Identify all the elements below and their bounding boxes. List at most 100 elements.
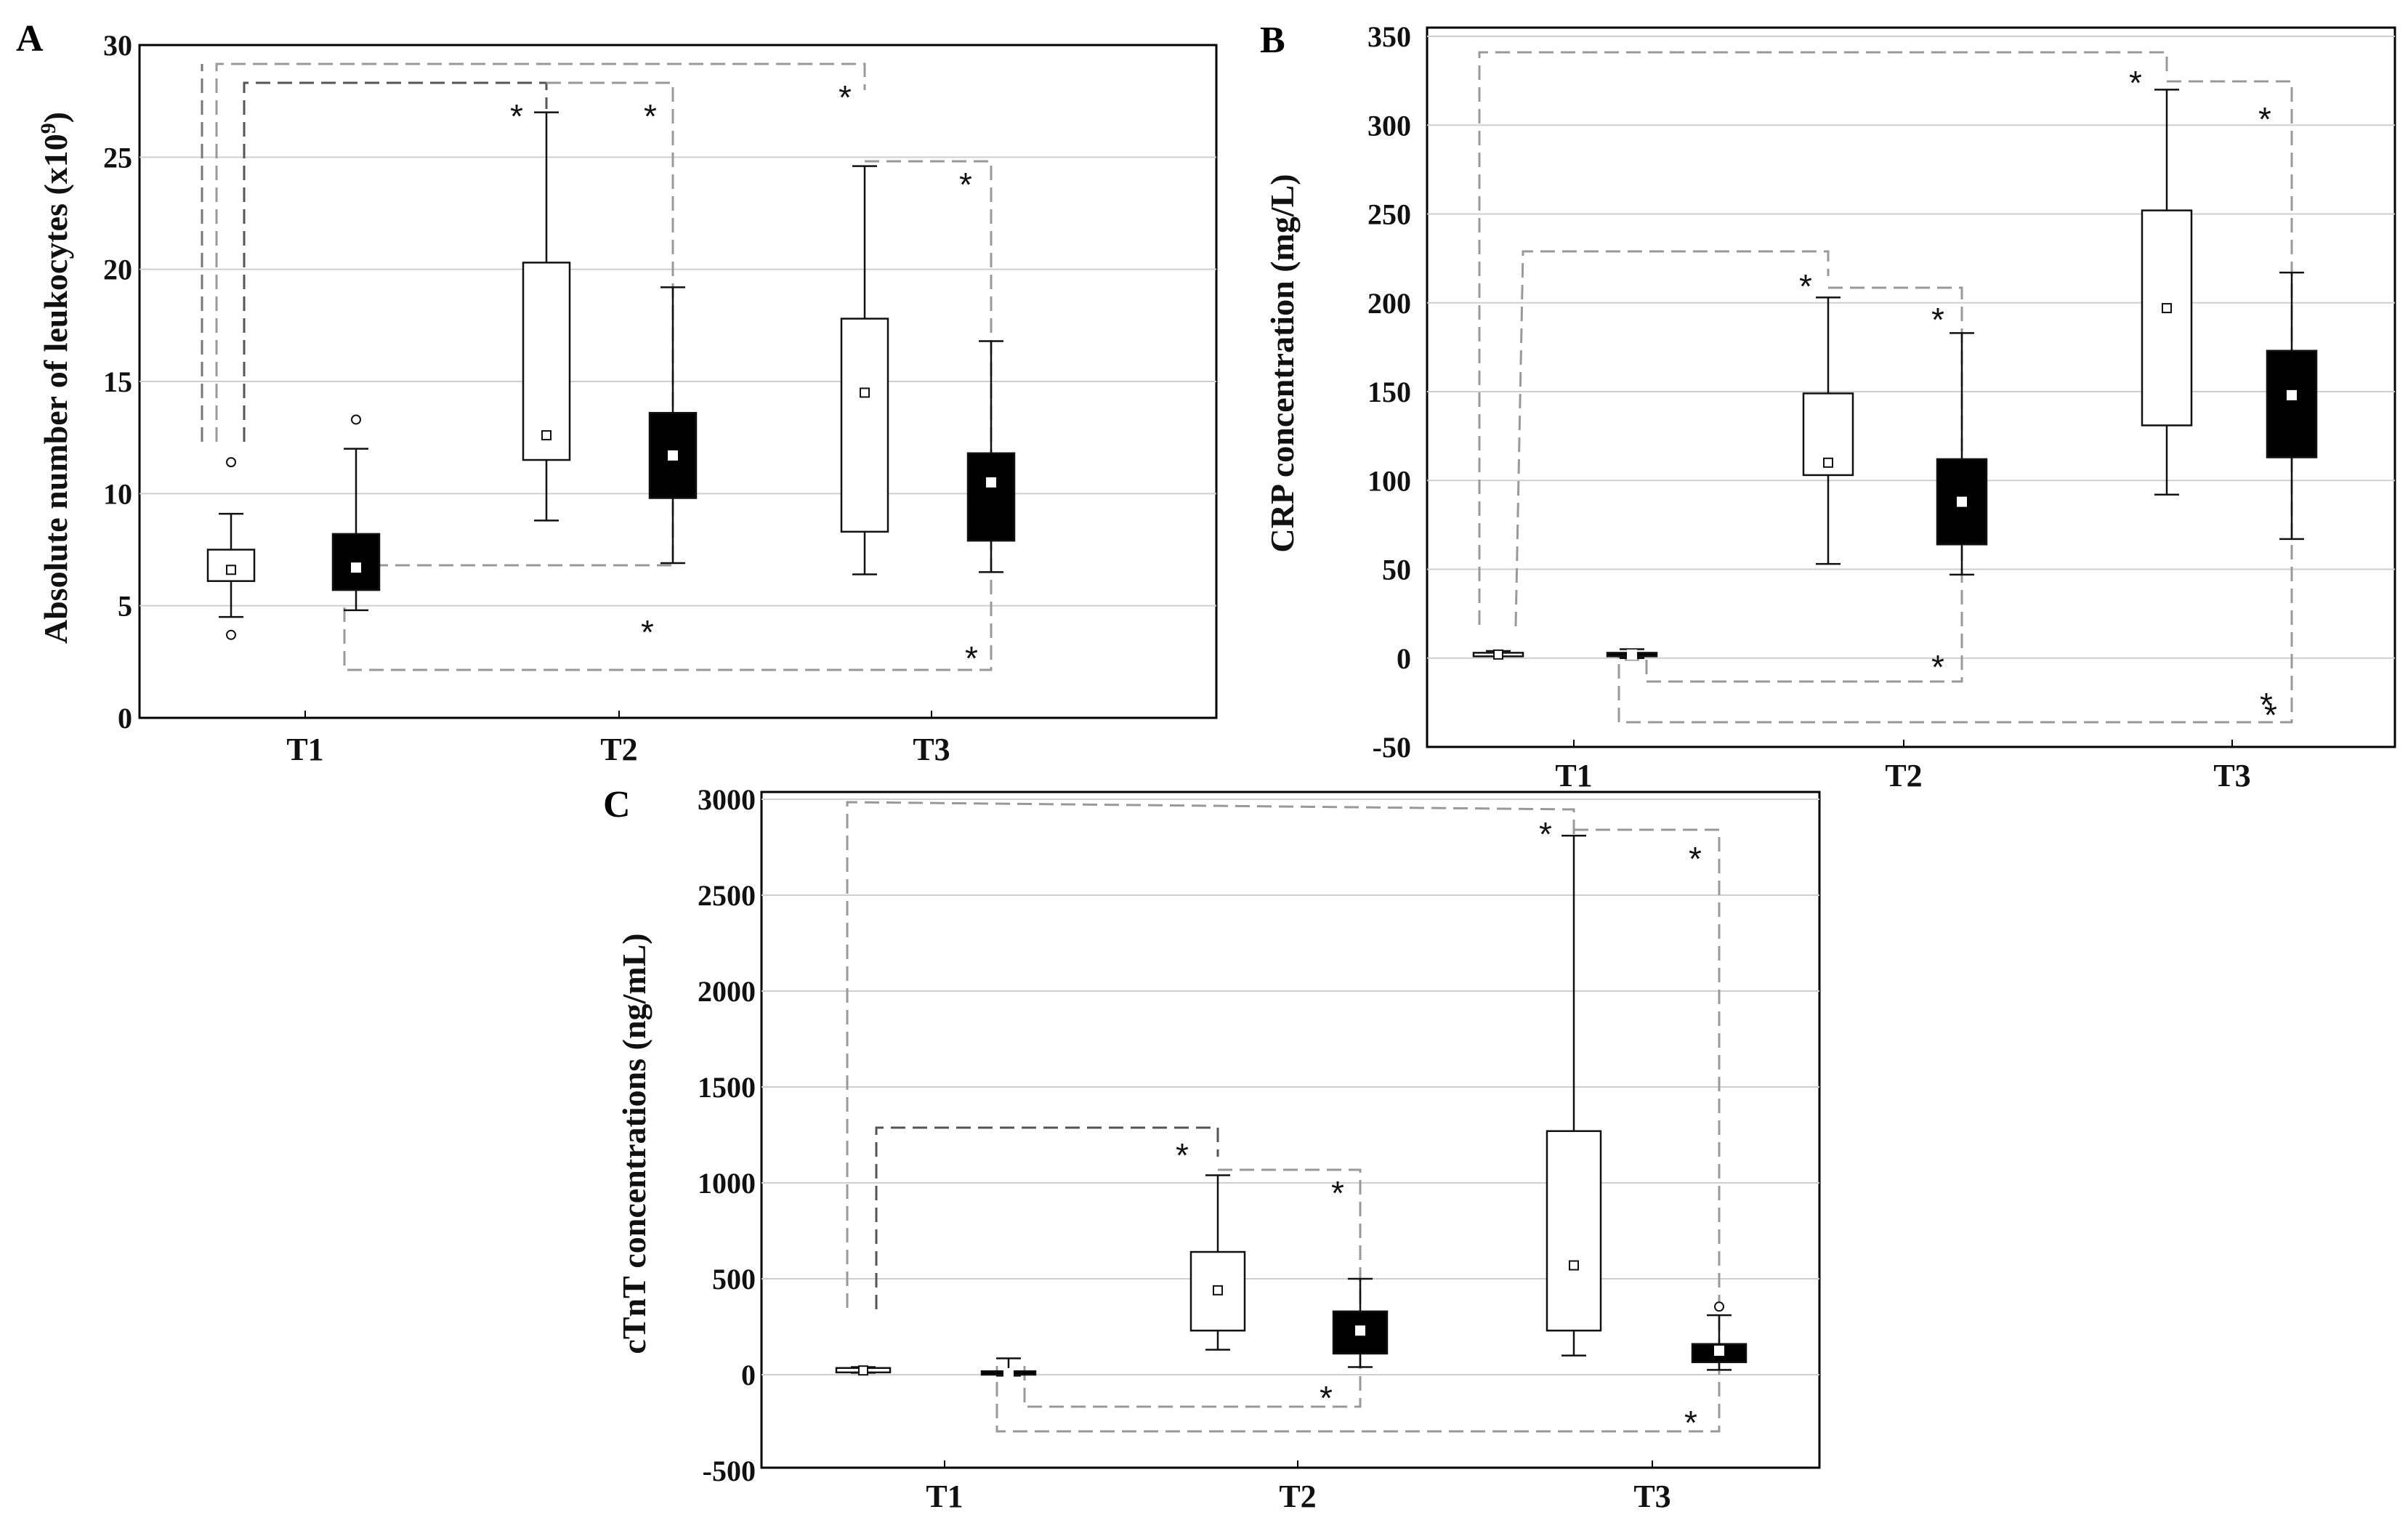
panel-b-gridlines [1427, 36, 2395, 659]
panel-b-bracket-t3-black [1617, 80, 2293, 724]
panel-a-t1-white-outlier [226, 629, 236, 640]
panel-b-t1-white-median-marker [1493, 649, 1503, 660]
panel-c: C -500 0 500 1000 1500 2000 2500 3000 T1 T2 T3 cT… [603, 783, 1821, 1514]
panel-a-y-tick-label: 20 [103, 254, 132, 286]
panel-c-t1-black-box-group [980, 1357, 1037, 1378]
panel-b-t2-black-box-group [1936, 332, 1988, 576]
panel-a-t3-black-box-group [966, 340, 1016, 573]
panel-c-y-ticks: -500 0 500 1000 1500 2000 2500 3000 [698, 783, 756, 1487]
panel-b-asterisks: * * * * * * * [1799, 64, 2277, 734]
panel-b-y-tick-label: 350 [1367, 20, 1411, 53]
panel-b-x-ticks: T1 T2 T3 [1555, 740, 2251, 793]
panel-a-asterisk: * [641, 613, 654, 651]
panel-a-label: A [16, 18, 44, 60]
panel-a-y-label-main: Absolute number of leukocytes (x10 [37, 134, 74, 644]
panel-a-y-ticks: 0 5 10 15 20 25 30 [103, 29, 132, 735]
panel-c-t3-white-box-group [1546, 834, 1602, 1357]
panel-b-t3-white-median-marker [2162, 303, 2172, 314]
panel-c-y-tick-label: -500 [703, 1455, 756, 1487]
panel-b-asterisk: * [1931, 301, 1944, 339]
panel-c-asterisk: * [1320, 1379, 1333, 1417]
panel-c-boxes [835, 834, 1748, 1378]
panel-c-t2-white-box-group [1189, 1174, 1246, 1351]
panel-c-t1-white-box-group [835, 1365, 892, 1376]
panel-a: A 0 5 10 15 20 25 30 T1 T2 T3 Absolute number of… [16, 18, 1218, 767]
panel-a-t1-black-box [331, 533, 381, 591]
panel-b-y-axis-label: CRP concentration (mg/L) [1264, 174, 1301, 552]
panel-b-y-tick-label: 300 [1367, 109, 1411, 142]
panel-a-bracket-t3-black [343, 160, 993, 671]
panel-a-t2-black-median-marker [668, 450, 678, 461]
panel-a-y-label-end: ) [37, 112, 74, 123]
panel-b-y-tick-label: -50 [1373, 731, 1411, 764]
panel-c-bracket-t2-black [1023, 1168, 1362, 1408]
panel-a-t3-black-median-marker [986, 477, 996, 488]
panel-a-significance-brackets [201, 62, 993, 671]
panel-c-y-axis-label: cTnT concentrations (ng/mL) [615, 933, 652, 1354]
panel-a-y-axis-label: Absolute number of leukocytes (x109) [36, 112, 74, 644]
panel-b-y-tick-label: 200 [1367, 287, 1411, 320]
panel-c-y-tick-label: 3000 [698, 783, 756, 816]
panel-c-significance-brackets [846, 801, 1721, 1433]
panel-a-bracket-t1-t3-white [215, 62, 866, 442]
panel-b-x-tick-label: T1 [1555, 758, 1592, 793]
panel-c-label: C [603, 784, 631, 825]
panel-a-t1-white-median-marker [226, 565, 236, 575]
panel-c-y-tick-label: 2000 [698, 975, 756, 1008]
panel-c-t2-black-box-group [1332, 1277, 1389, 1368]
panel-a-t2-white-box [522, 262, 571, 461]
panel-c-asterisks: * * * * * * [1176, 815, 1702, 1442]
panel-b-significance-brackets [1478, 51, 2293, 724]
panel-c-bracket-t1-t3-white [846, 801, 1575, 1308]
panel-c-t3-white-box [1546, 1130, 1602, 1332]
panel-a-t3-black-box [966, 452, 1016, 542]
panel-c-t2-black-median-marker [1355, 1325, 1365, 1336]
panel-c-x-ticks: T1 T2 T3 [926, 1460, 1671, 1514]
panel-a-y-tick-label: 5 [118, 590, 132, 623]
panel-a-y-tick-label: 15 [103, 365, 132, 398]
panel-b-boxes [1472, 89, 2318, 660]
panel-b-bracket-t2-black [1617, 286, 1963, 683]
panel-b-t3-black-box [2266, 349, 2318, 458]
panel-a-t2-white-box-group [522, 111, 571, 522]
panel-a-t1-black-outlier [351, 414, 361, 425]
panel-b-y-tick-label: 50 [1382, 554, 1411, 586]
panel-b-t2-white-median-marker [1823, 457, 1833, 468]
panel-c-y-tick-label: 500 [712, 1263, 756, 1295]
panel-b-asterisk: * [1931, 648, 1944, 686]
panel-a-t1-white-outlier [226, 457, 236, 468]
panel-b-t1-black-median-marker [1627, 649, 1637, 660]
panel-a-bracket-t1-t2-white [243, 81, 548, 442]
panel-b-y-tick-label: 100 [1367, 464, 1411, 497]
panel-b-t2-white-box-group [1802, 296, 1854, 565]
panel-c-t3-white-median-marker [1569, 1260, 1579, 1271]
panel-c-x-tick-label: T1 [926, 1479, 963, 1514]
panel-a-y-tick-label: 30 [103, 29, 132, 62]
panel-c-y-tick-label: 1000 [698, 1167, 756, 1200]
panel-a-y-label-sup: 9 [36, 123, 60, 134]
panel-b-asterisk: * [1799, 267, 1812, 305]
panel-a-y-tick-label: 0 [118, 702, 132, 735]
panel-b-t3-black-median-marker [2287, 389, 2297, 400]
panel-c-asterisk: * [1176, 1136, 1189, 1174]
panel-a-asterisk: * [510, 97, 523, 135]
panel-c-x-tick-label: T2 [1279, 1479, 1316, 1514]
panel-c-y-tick-label: 2500 [698, 879, 756, 912]
panel-b-asterisk: * [2264, 696, 2277, 734]
panel-b-t1-black-box-group [1606, 648, 1658, 660]
panel-b-t2-black-median-marker [1957, 496, 1967, 507]
panel-b-asterisk: * [2129, 64, 2142, 102]
panel-c-t2-white-median-marker [1213, 1285, 1223, 1295]
panel-c-asterisk: * [1684, 1404, 1697, 1442]
panel-c-asterisk: * [1689, 840, 1702, 878]
panel-a-x-ticks: T1 T2 T3 [286, 711, 950, 767]
panel-b-y-tick-label: 150 [1367, 376, 1411, 408]
panel-b-t1-white-box-group [1472, 649, 1524, 660]
panel-b-y-ticks: -50 0 50 100 150 200 250 300 350 [1367, 20, 1411, 764]
panel-c-t3-black-outlier [1714, 1301, 1724, 1312]
panel-a-y-tick-label: 25 [103, 141, 132, 174]
panel-a-asterisks: * * * * * * [510, 78, 978, 677]
panel-b-asterisk: * [2260, 686, 2273, 724]
panel-a-t3-white-box-group [840, 165, 889, 575]
